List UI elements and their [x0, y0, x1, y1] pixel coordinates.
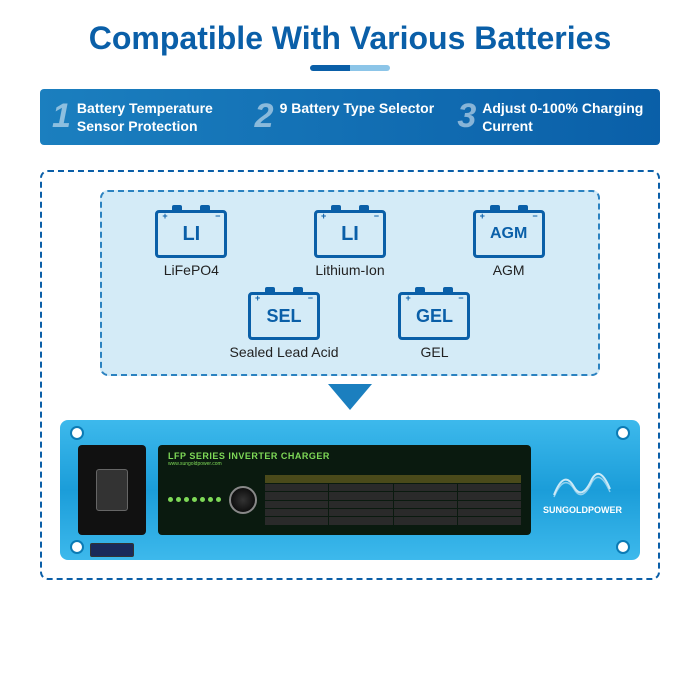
led-icon [208, 497, 213, 502]
battery-code: LI [182, 223, 200, 246]
led-indicators [168, 497, 221, 502]
led-icon [200, 497, 205, 502]
led-icon [216, 497, 221, 502]
panel-controls [168, 470, 521, 529]
lcd-display [90, 543, 134, 557]
plus-icon: + [480, 211, 485, 221]
control-panel: LFP SERIES INVERTER CHARGER www.sungoldp… [158, 445, 531, 535]
battery-icon: + − SEL [248, 292, 320, 340]
battery-types-box: + − LI LiFePO4 + − LI Lithium-Ion + − AG [100, 190, 600, 376]
table-row [265, 501, 521, 508]
battery-label: AGM [493, 262, 525, 278]
minus-icon: − [308, 293, 313, 303]
power-switch-panel [78, 445, 146, 535]
battery-icon: + − LI [314, 210, 386, 258]
brand-name: SUNGOLDPOWER [543, 505, 622, 515]
minus-icon: − [458, 293, 463, 303]
feature-number: 1 [52, 99, 71, 133]
arrow-down-icon [328, 384, 372, 410]
power-switch[interactable] [96, 469, 128, 511]
mount-hole [70, 426, 84, 440]
device-url: www.sungoldpower.com [168, 461, 521, 467]
wave-icon [552, 465, 612, 501]
diagram-container: + − LI LiFePO4 + − LI Lithium-Ion + − AG [40, 170, 660, 580]
minus-icon: − [215, 211, 220, 221]
table-body [265, 484, 521, 525]
feature-item-1: 1 Battery Temperature Sensor Protection [52, 99, 243, 135]
battery-lithium-ion: + − LI Lithium-Ion [314, 210, 386, 278]
main-title: Compatible With Various Batteries [40, 20, 660, 57]
battery-row: + − SEL Sealed Lead Acid + − GEL GEL [122, 292, 578, 360]
battery-sealed-lead-acid: + − SEL Sealed Lead Acid [230, 292, 339, 360]
battery-code: GEL [416, 306, 453, 327]
settings-table [265, 475, 521, 525]
feature-number: 2 [255, 99, 274, 133]
battery-code: LI [341, 223, 359, 246]
table-row [265, 484, 521, 491]
battery-icon: + − GEL [398, 292, 470, 340]
led-icon [176, 497, 181, 502]
feature-bar: 1 Battery Temperature Sensor Protection … [40, 89, 660, 145]
feature-item-3: 3 Adjust 0-100% Charging Current [457, 99, 648, 135]
battery-row: + − LI LiFePO4 + − LI Lithium-Ion + − AG [122, 210, 578, 278]
minus-icon: − [374, 211, 379, 221]
device-title: LFP SERIES INVERTER CHARGER [168, 451, 521, 461]
feature-text: Battery Temperature Sensor Protection [77, 99, 243, 135]
table-header [265, 475, 521, 483]
feature-number: 3 [457, 99, 476, 133]
led-icon [168, 497, 173, 502]
minus-icon: − [532, 211, 537, 221]
brand-logo: SUNGOLDPOWER [543, 465, 622, 515]
battery-gel: + − GEL GEL [398, 292, 470, 360]
battery-code: AGM [490, 225, 527, 243]
mount-hole [616, 540, 630, 554]
footer-spacer [40, 588, 660, 628]
title-underline [310, 65, 390, 71]
battery-icon: + − LI [155, 210, 227, 258]
battery-agm: + − AGM AGM [473, 210, 545, 278]
table-row [265, 517, 521, 524]
battery-label: LiFePO4 [164, 262, 219, 278]
battery-label: Sealed Lead Acid [230, 344, 339, 360]
table-row [265, 492, 521, 499]
selector-knob[interactable] [229, 486, 257, 514]
plus-icon: + [255, 293, 260, 303]
mount-hole [616, 426, 630, 440]
feature-text: Adjust 0-100% Charging Current [482, 99, 648, 135]
table-row [265, 509, 521, 516]
plus-icon: + [162, 211, 167, 221]
battery-lifepo4: + − LI LiFePO4 [155, 210, 227, 278]
battery-code: SEL [266, 306, 301, 327]
battery-label: GEL [420, 344, 448, 360]
led-icon [184, 497, 189, 502]
mount-hole [70, 540, 84, 554]
led-icon [192, 497, 197, 502]
plus-icon: + [321, 211, 326, 221]
feature-item-2: 2 9 Battery Type Selector [255, 99, 446, 135]
feature-text: 9 Battery Type Selector [280, 99, 435, 117]
battery-icon: + − AGM [473, 210, 545, 258]
inverter-device: LFP SERIES INVERTER CHARGER www.sungoldp… [60, 420, 640, 560]
battery-label: Lithium-Ion [315, 262, 384, 278]
plus-icon: + [405, 293, 410, 303]
